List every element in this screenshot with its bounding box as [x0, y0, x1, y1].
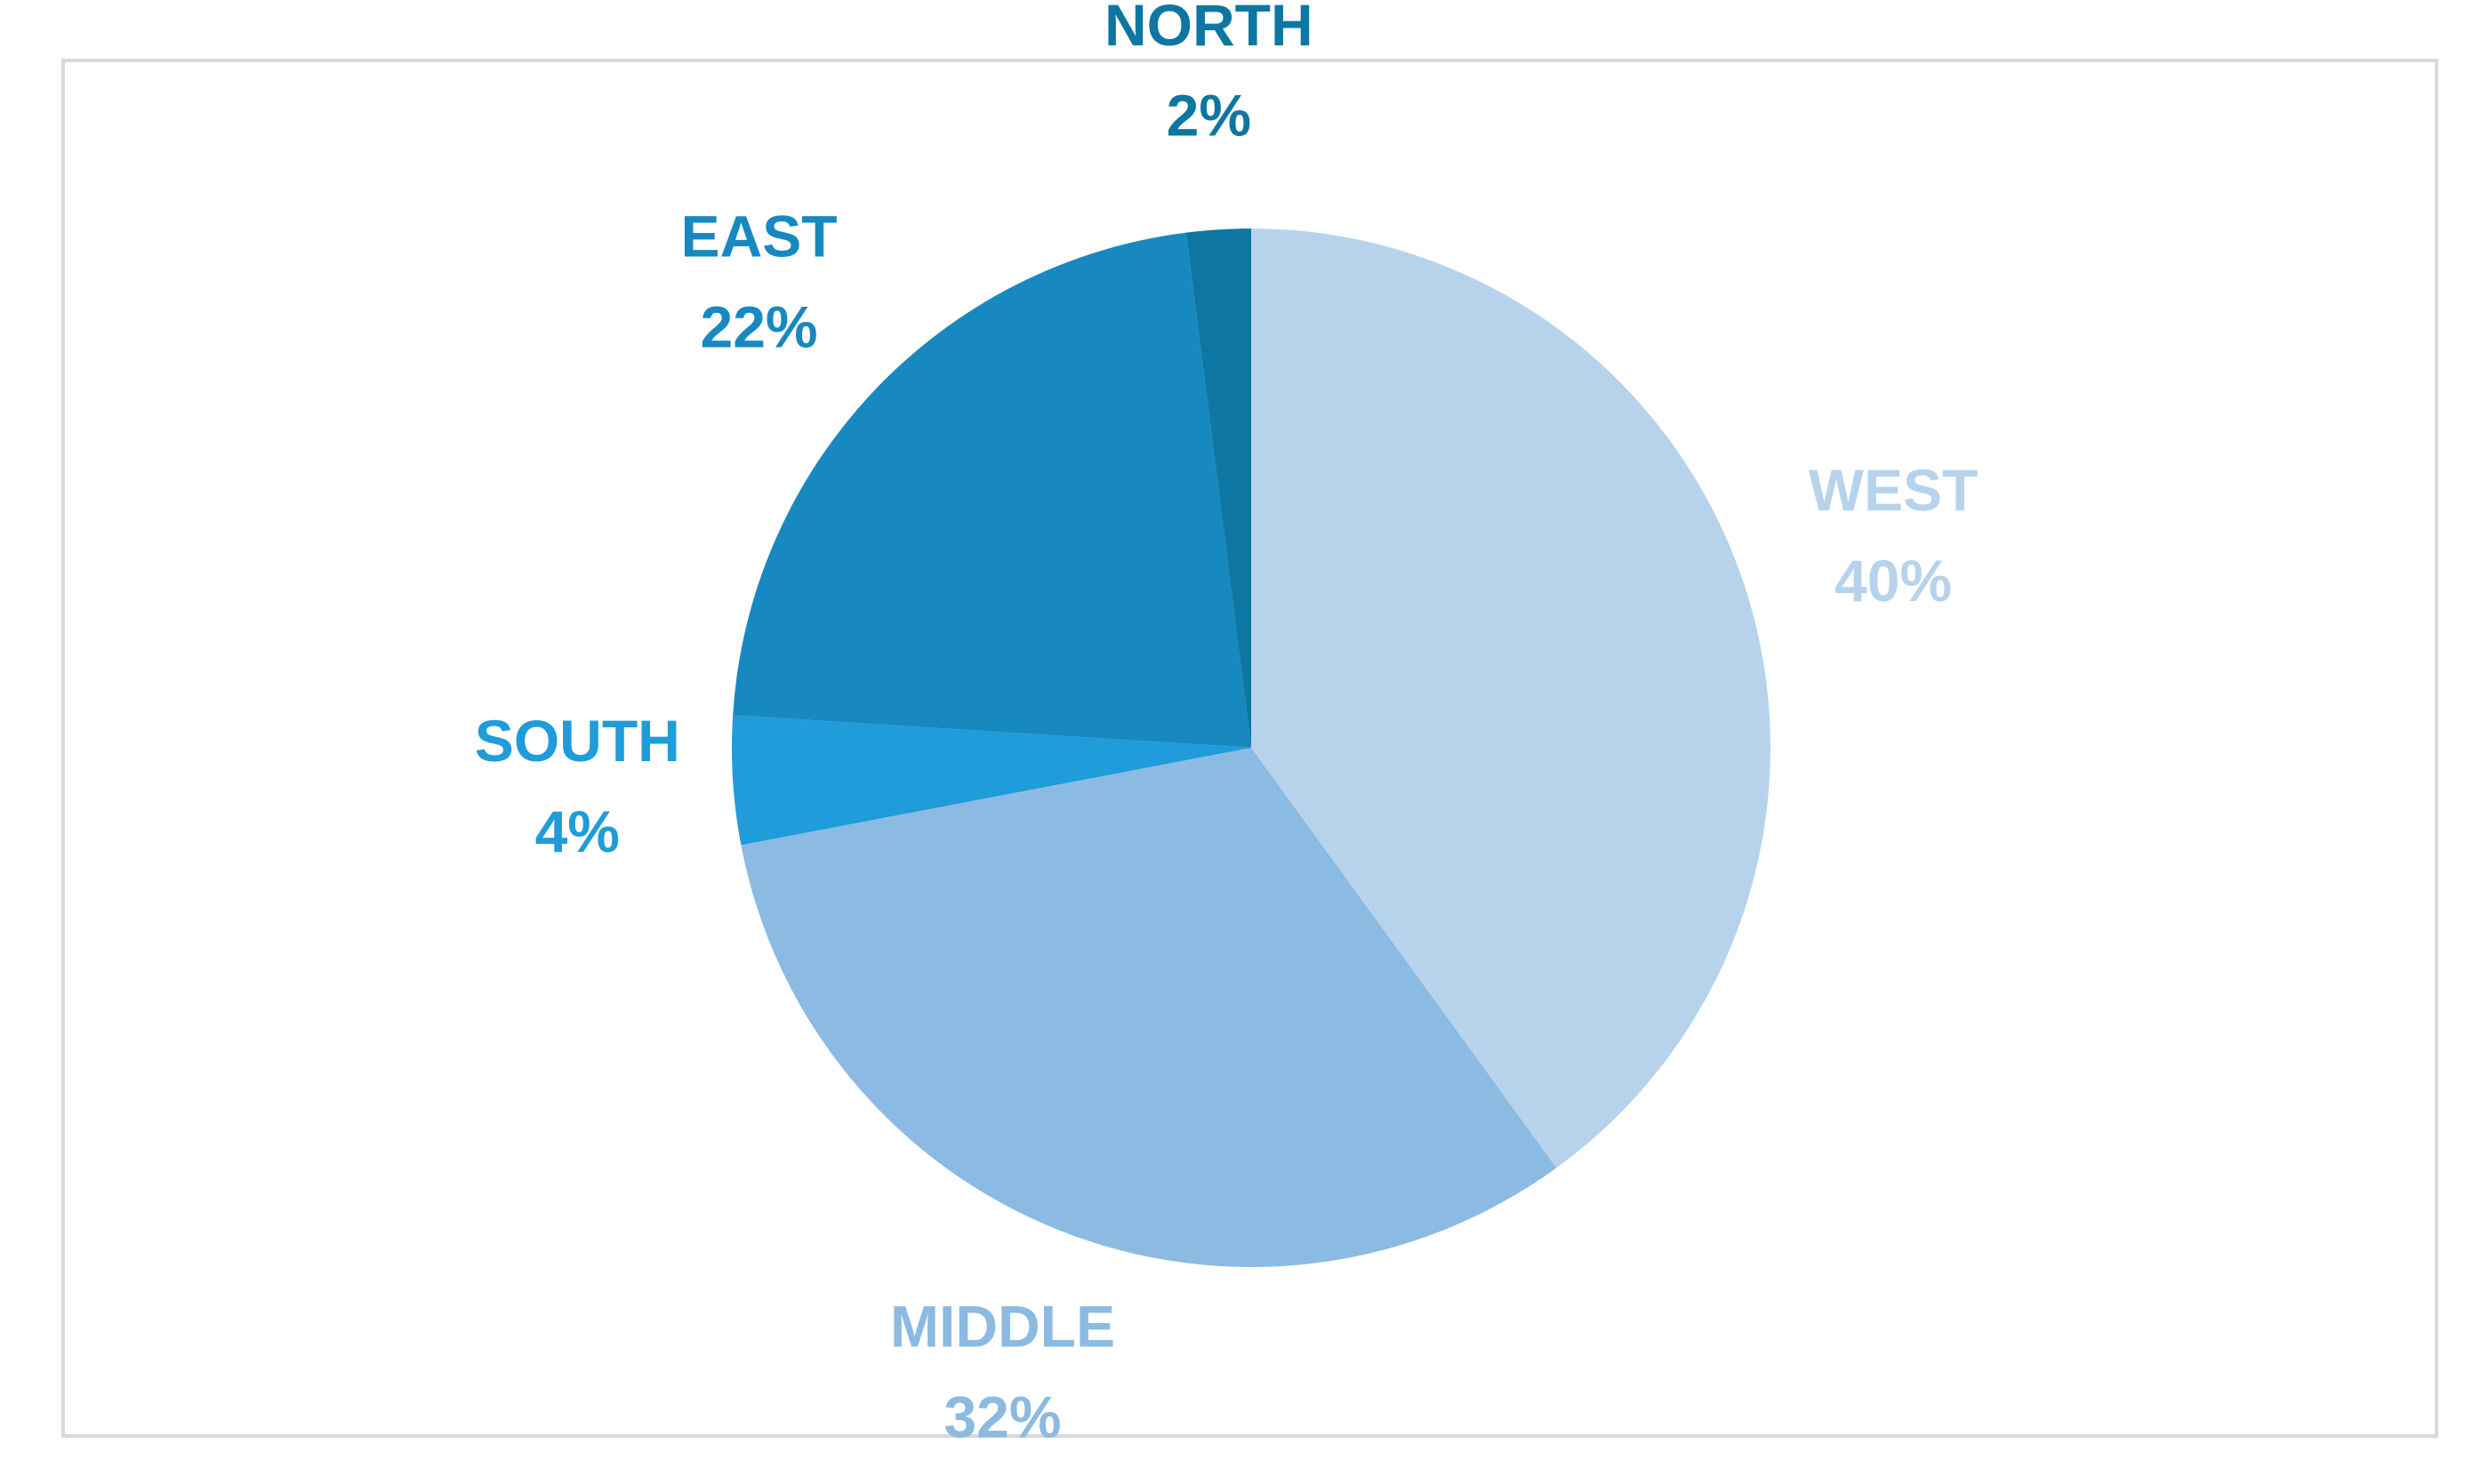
pie-slice: [731, 715, 1251, 846]
slice-label-name: MIDDLE: [890, 1293, 1115, 1359]
slice-label-value: 40%: [1835, 548, 1952, 614]
slice-label-name: WEST: [1809, 457, 1979, 523]
slice-label-name: EAST: [681, 204, 838, 269]
slice-label-value: 22%: [701, 294, 818, 360]
pie-slice: [1251, 229, 1770, 1168]
pie-slice: [1185, 229, 1251, 748]
pie-slice: [733, 232, 1251, 749]
slice-label-value: 32%: [943, 1384, 1061, 1449]
slice-label-value: 2%: [1167, 83, 1251, 148]
pie-slice: [741, 748, 1557, 1268]
slice-label-name: NORTH: [1104, 0, 1313, 58]
slice-label-value: 4%: [535, 798, 620, 864]
slice-label-name: SOUTH: [475, 708, 680, 774]
